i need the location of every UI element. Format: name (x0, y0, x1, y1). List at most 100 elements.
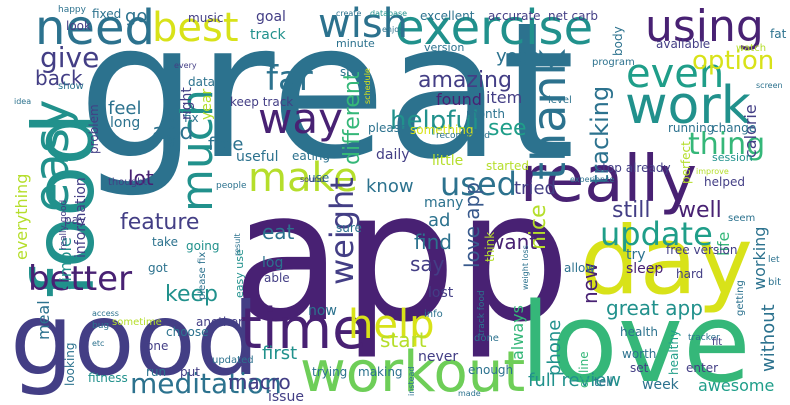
word-love: love (520, 279, 751, 405)
word-great-app: great app (606, 296, 703, 320)
word-full-review: full review (528, 370, 621, 391)
word-trying: trying (312, 365, 348, 379)
word-year: year (199, 88, 215, 120)
word-working: working (750, 226, 769, 290)
word-see: see (488, 116, 527, 141)
word-really: really (520, 143, 697, 217)
word-easy-use: easy use (233, 249, 246, 298)
word-people: people (216, 181, 247, 191)
word-help: help (348, 302, 435, 348)
word-long: long (110, 115, 141, 131)
word-eating: eating (292, 149, 330, 163)
word-really-good: really good (59, 199, 69, 250)
word-useful: useful (236, 149, 279, 165)
word-seem: seem (728, 213, 756, 224)
word-every: every (174, 61, 197, 70)
word-session: session (712, 151, 753, 164)
word-something: something (410, 123, 474, 137)
word-little: little (432, 153, 464, 169)
word-workout: workout (300, 340, 526, 405)
word-daily: daily (376, 147, 410, 163)
word-sound: sound (300, 175, 325, 184)
word-make: make (248, 155, 358, 201)
word-week: week (642, 377, 679, 393)
word-problem: problem (87, 104, 101, 154)
word-body: body (611, 26, 625, 56)
word-yoga: yoga (496, 46, 541, 67)
word-fit: fit (712, 337, 723, 348)
word-great: great (78, 0, 576, 201)
word-schedule: schedule (363, 68, 372, 104)
word-log: log (262, 255, 284, 271)
word-go: go (125, 6, 148, 27)
word-hard: hard (676, 267, 704, 281)
word-accurate: accurate (488, 9, 541, 23)
word-option: option (692, 46, 775, 76)
word-track-food: track food (477, 290, 487, 336)
word-lot: lot (128, 166, 154, 190)
word-different: different (340, 71, 365, 165)
word-item: item (486, 88, 523, 107)
word-eat: eat (262, 220, 295, 244)
word-used: used (440, 165, 517, 203)
word-keep: keep (165, 282, 218, 307)
word-helped: helped (704, 175, 745, 189)
word-level: level (548, 95, 572, 106)
word-wish: wish (318, 1, 409, 47)
word-still: still (612, 198, 651, 223)
word-meditation: meditation (130, 367, 282, 400)
word-net-carb: net carb (548, 9, 599, 23)
word-work: work (625, 76, 751, 136)
word-health: health (620, 325, 658, 339)
word-way: way (258, 94, 343, 143)
word-goal: goal (256, 9, 286, 25)
word-choose: choose (166, 325, 209, 339)
word-fixed: fixed (92, 7, 122, 21)
word-updated: updated (212, 355, 254, 366)
word-improve: improve (696, 167, 729, 176)
word-making: making (358, 365, 403, 379)
word-tracker: tracker (688, 333, 720, 343)
word-tried: tried (514, 178, 556, 199)
word-good: good (10, 281, 260, 398)
word-find: find (414, 230, 452, 254)
word-exercise: exercise (395, 0, 594, 56)
word-time: time (240, 297, 367, 362)
word-phone: phone (544, 319, 565, 376)
word-put: put (180, 365, 200, 379)
word-run: run (146, 365, 167, 379)
word-feature: feature (120, 210, 200, 235)
word-sometime: sometime (112, 317, 162, 328)
word-sure: sure (336, 221, 362, 235)
word-star: star (340, 65, 364, 79)
word-ad: ad (428, 210, 451, 231)
word-lost: lost (428, 285, 454, 301)
word-even: even (626, 51, 725, 97)
word-enter: enter (686, 361, 719, 375)
word-found: found (436, 90, 482, 109)
word-happy: happy (58, 5, 86, 15)
word-data: data (188, 75, 216, 89)
word-never: never (418, 349, 459, 365)
word-take: take (152, 235, 178, 249)
word-one: one (146, 339, 169, 353)
word-meal: meal (34, 300, 53, 340)
word-love-app: love app (460, 182, 484, 268)
word-enjoy: enjoy (382, 25, 404, 34)
word-give: give (40, 41, 100, 74)
word-add: add (152, 120, 194, 145)
word-well: well (678, 198, 722, 223)
word-fat: fat (770, 27, 787, 41)
word-fix: fix (184, 111, 199, 125)
word-perfect: perfect (679, 141, 693, 184)
word-got: got (148, 261, 168, 275)
word-free: free (208, 134, 244, 155)
word-info: info (424, 309, 443, 320)
word-allow: allow (564, 261, 596, 275)
word-change: change (712, 121, 757, 135)
word-started: started (486, 159, 529, 173)
word-program: program (592, 57, 635, 68)
word-enough: enough (468, 363, 514, 377)
word-thing: thing (688, 127, 766, 162)
